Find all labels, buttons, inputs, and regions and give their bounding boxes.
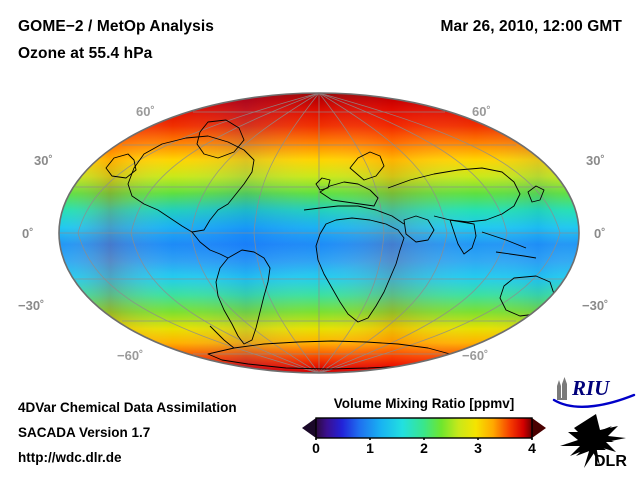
map-outline	[58, 92, 580, 374]
dlr-wordmark: DLR	[594, 453, 627, 470]
colorbar-extend-min	[302, 418, 316, 438]
lat-label-left-30: 30˚	[34, 153, 53, 168]
page-title: GOME−2 / MetOp Analysis	[18, 18, 214, 35]
lat-label-left-m60: −60˚	[117, 348, 144, 363]
riu-wordmark: RIU	[571, 376, 611, 400]
colorbar-title: Volume Mixing Ratio [ppmv]	[333, 396, 515, 411]
ozone-field	[59, 93, 579, 373]
lat-label-left-0: 0˚	[22, 226, 34, 241]
map-canvas	[58, 92, 580, 374]
dlr-pinwheel-icon	[560, 414, 626, 468]
colorbar-tick-4: 4	[528, 440, 536, 456]
colorbar-tick-0: 0	[312, 440, 320, 456]
footer-url: http://wdc.dlr.de	[18, 450, 122, 465]
lat-label-left-60: 60˚	[136, 104, 155, 119]
colorbar-tick-1: 1	[366, 440, 374, 456]
colorbar-tick-3: 3	[474, 440, 482, 456]
lat-label-right-0: 0˚	[594, 226, 606, 241]
riu-wave-icon	[552, 393, 636, 408]
ozone-map: 60˚ 30˚ 0˚ −30˚ −60˚ 60˚ 30˚ 0˚ −30˚ −60…	[18, 92, 608, 374]
lat-label-right-m30: −30˚	[582, 298, 609, 313]
colorbar-extend-max	[532, 418, 546, 438]
timestamp-label: Mar 26, 2010, 12:00 GMT	[440, 18, 622, 35]
riu-logo: RIU	[552, 376, 636, 408]
footer-version: SACADA Version 1.7	[18, 425, 151, 440]
colorbar-tick-labels: 0 1 2 3 4	[300, 440, 548, 462]
lat-label-right-m60: −60˚	[462, 348, 489, 363]
colorbar: Volume Mixing Ratio [ppmv]	[300, 396, 548, 468]
colorbar-gradient	[302, 417, 546, 440]
colorbar-tick-2: 2	[420, 440, 428, 456]
graticule-parallels	[59, 111, 579, 355]
lat-label-left-m30: −30˚	[18, 298, 45, 313]
dlr-logo: DLR	[560, 414, 627, 470]
page-subtitle: Ozone at 55.4 hPa	[18, 45, 153, 62]
riu-tower-icon	[557, 377, 567, 400]
lat-label-right-60: 60˚	[472, 104, 491, 119]
lat-label-right-30: 30˚	[586, 153, 605, 168]
footer-method: 4DVar Chemical Data Assimilation	[18, 400, 237, 415]
